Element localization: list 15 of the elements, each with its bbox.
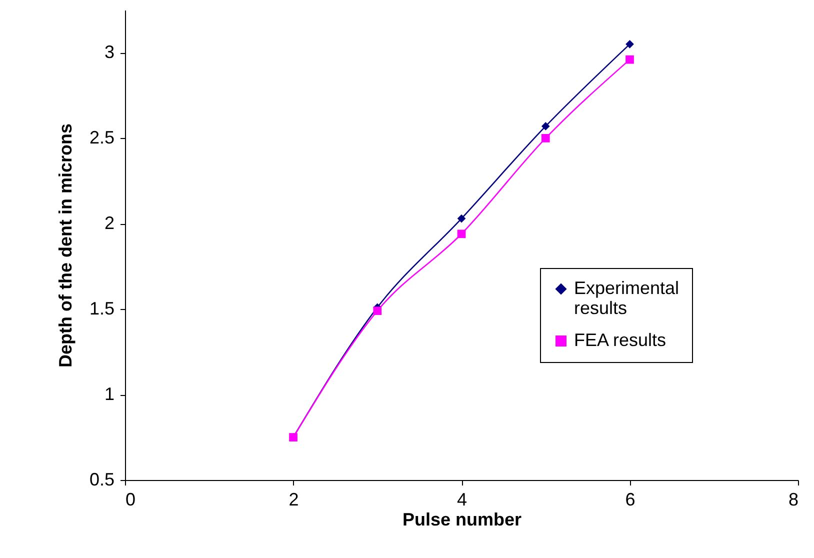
x-tick-label: 0 [126,490,136,510]
y-tick-label: 1 [104,384,114,404]
x-tick-label: 4 [456,490,468,510]
y-tick-label: 0.5 [89,470,114,490]
x-tick-label: 6 [625,490,636,510]
y-tick-label: 2 [104,213,114,234]
y-tick-label: 2.5 [89,128,114,148]
x-tick-label: 8 [788,490,798,510]
y-axis-title: Depth of the dent in microns [55,123,76,368]
x-tick-label: 2 [288,490,299,510]
y-tick-label: 1.5 [89,298,114,319]
legend-label: Experimental results [574,278,680,318]
y-tick-label: 3 [104,42,114,62]
legend-label: FEA results [574,330,666,350]
x-axis-title: Pulse number [402,510,522,530]
